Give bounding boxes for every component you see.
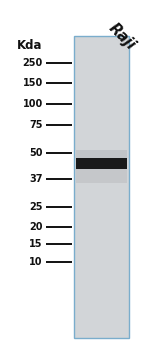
- Text: Raji: Raji: [105, 20, 138, 53]
- Text: 150: 150: [23, 78, 43, 88]
- Text: Kda: Kda: [17, 38, 43, 51]
- Text: 75: 75: [29, 120, 43, 130]
- Text: 250: 250: [23, 57, 43, 68]
- Bar: [74, 36, 129, 338]
- Text: 37: 37: [29, 175, 43, 184]
- Text: 20: 20: [29, 222, 43, 232]
- Text: 100: 100: [23, 99, 43, 109]
- Bar: [76, 150, 127, 161]
- Text: 25: 25: [29, 202, 43, 212]
- Text: 15: 15: [29, 239, 43, 249]
- Bar: [76, 166, 127, 183]
- Text: 50: 50: [29, 148, 43, 158]
- Text: 10: 10: [29, 257, 43, 266]
- Bar: [76, 158, 127, 169]
